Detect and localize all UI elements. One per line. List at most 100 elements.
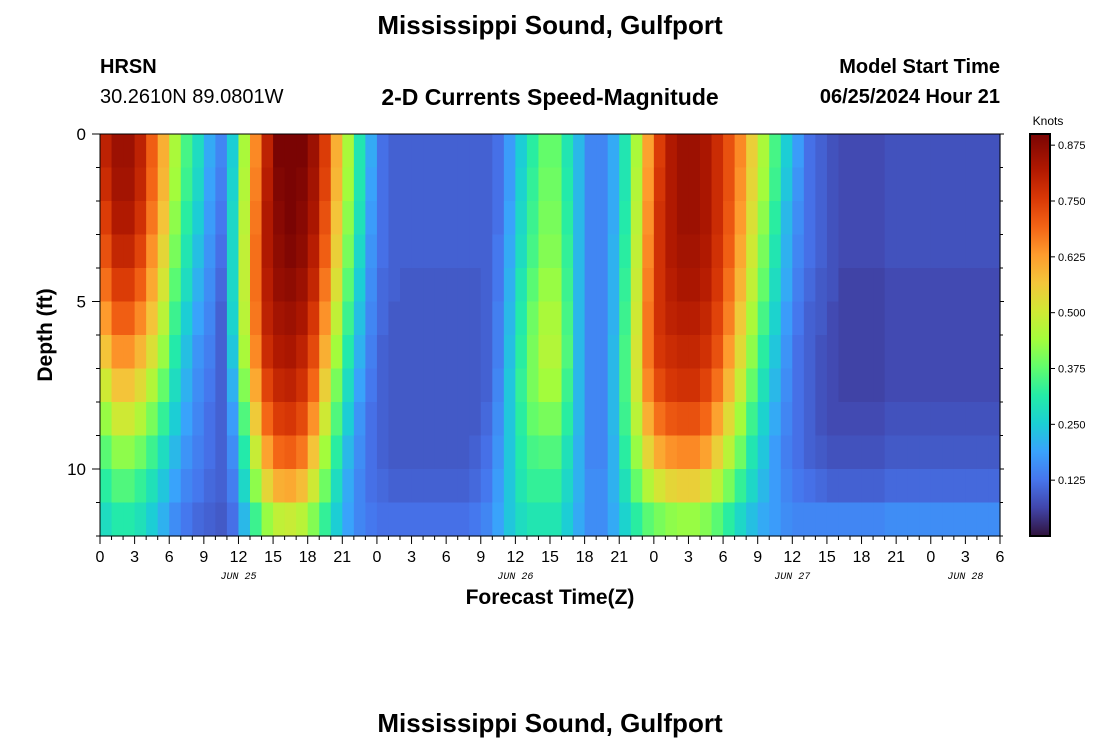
x-tick-label: 12 (230, 549, 248, 566)
heatmap-cell (134, 335, 147, 370)
heatmap-cell (573, 268, 586, 303)
heatmap-cell (700, 201, 713, 236)
heatmap-cell (503, 368, 516, 403)
x-tick-label: 6 (719, 549, 728, 566)
heatmap-cell (688, 469, 701, 504)
heatmap-cell (653, 134, 666, 169)
heatmap-cell (284, 469, 297, 504)
heatmap-cell (261, 134, 274, 169)
heatmap-cell (700, 268, 713, 303)
heatmap-cell (515, 301, 528, 336)
heatmap-cell (861, 167, 874, 202)
heatmap-cell (953, 469, 966, 504)
heatmap-cell (526, 502, 540, 537)
heatmap-cell (203, 301, 216, 336)
heatmap-cell (803, 402, 816, 437)
heatmap-cell (584, 234, 597, 269)
heatmap-cell (873, 201, 886, 236)
heatmap-cell (411, 167, 424, 202)
heatmap-cell (734, 134, 747, 169)
heatmap-cell (850, 234, 863, 269)
x-tick-label: 9 (199, 549, 208, 566)
heatmap-cell (561, 201, 574, 236)
heatmap-cell (192, 368, 205, 403)
heatmap-cell (607, 435, 620, 470)
heatmap-cell (792, 435, 805, 470)
heatmap-cell (953, 368, 966, 403)
heatmap-cell (353, 134, 366, 169)
heatmap-cell (215, 134, 228, 169)
heatmap-cell (884, 167, 897, 202)
heatmap-cell (480, 201, 493, 236)
heatmap-cell (215, 335, 228, 370)
heatmap-cell (492, 201, 505, 236)
heatmap-cell (711, 502, 724, 537)
heatmap-cell (573, 402, 586, 437)
heatmap-cell (757, 368, 770, 403)
heatmap-cell (953, 167, 966, 202)
heatmap-cell (896, 268, 909, 303)
heatmap-cell (792, 234, 805, 269)
heatmap-cell (446, 402, 459, 437)
heatmap-cell (273, 435, 286, 470)
heatmap-cell (653, 502, 666, 537)
heatmap-cell (803, 301, 816, 336)
heatmap-cell (550, 469, 563, 504)
heatmap-cell (376, 167, 390, 202)
heatmap-cell (376, 335, 390, 370)
heatmap-cell (284, 301, 297, 336)
heatmap-cell (146, 435, 159, 470)
heatmap-cell (319, 435, 332, 470)
heatmap-cell (907, 201, 920, 236)
heatmap-cell (919, 435, 932, 470)
heatmap-cell (734, 402, 747, 437)
x-tick-label: 18 (576, 549, 594, 566)
heatmap-cell (400, 301, 413, 336)
heatmap-cell (757, 435, 770, 470)
heatmap-cell (469, 368, 482, 403)
heatmap-cell (157, 167, 170, 202)
heatmap-cell (492, 368, 505, 403)
heatmap-cell (723, 435, 736, 470)
heatmap-cell (942, 234, 955, 269)
heatmap-cell (100, 301, 113, 336)
heatmap-cell (434, 268, 447, 303)
heatmap-cell (850, 301, 863, 336)
heatmap-cell (353, 402, 366, 437)
heatmap-cell (192, 234, 205, 269)
heatmap-cell (815, 335, 828, 370)
heatmap-cell (134, 301, 147, 336)
heatmap-cell (353, 201, 366, 236)
heatmap-cell (711, 268, 724, 303)
heatmap-cell (411, 402, 424, 437)
heatmap-cell (526, 402, 540, 437)
heatmap-cell (642, 368, 655, 403)
heatmap-cell (826, 234, 840, 269)
heatmap-cell (307, 234, 320, 269)
heatmap-cell (215, 469, 228, 504)
heatmap-cell (100, 368, 113, 403)
x-tick-label: 3 (407, 549, 416, 566)
heatmap-cell (607, 268, 620, 303)
heatmap-cell (792, 469, 805, 504)
heatmap-cell (111, 301, 124, 336)
heatmap-cell (953, 402, 966, 437)
heatmap-cell (492, 134, 505, 169)
heatmap-cell (803, 167, 816, 202)
heatmap-cell (492, 234, 505, 269)
heatmap-cell (780, 167, 793, 202)
heatmap-cell (907, 134, 920, 169)
heatmap-cell (238, 502, 251, 537)
heatmap-cell (146, 234, 159, 269)
heatmap-cell (134, 469, 147, 504)
heatmap-cell (561, 234, 574, 269)
heatmap-cell (284, 201, 297, 236)
heatmap-cell (423, 134, 436, 169)
heatmap-cell (653, 469, 666, 504)
heatmap-cell (446, 469, 459, 504)
heatmap-cell (769, 268, 782, 303)
heatmap-cell (353, 469, 366, 504)
heatmap-cell (838, 435, 851, 470)
heatmap-cell (365, 134, 378, 169)
heatmap-cell (884, 234, 897, 269)
